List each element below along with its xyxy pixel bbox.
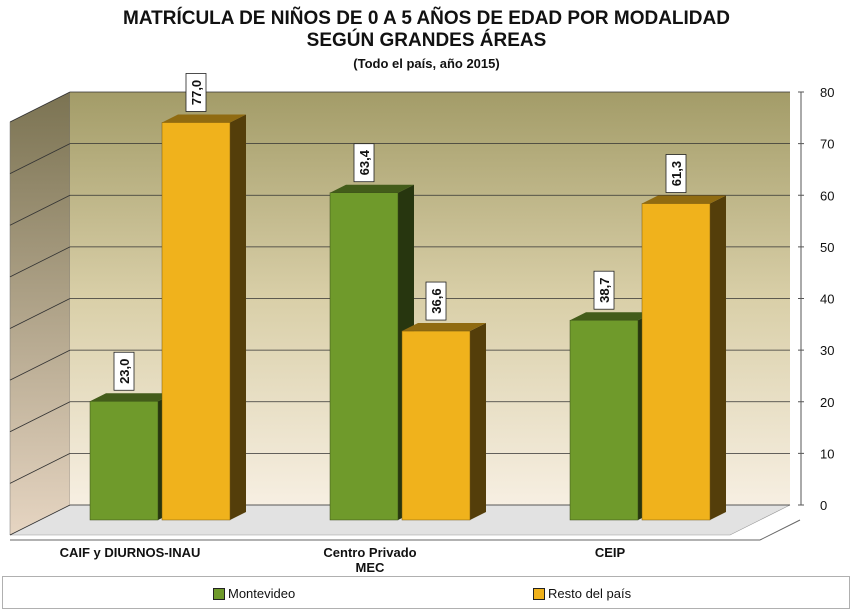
y-tick-label: 70 xyxy=(820,137,834,152)
grid-line-side xyxy=(9,453,71,484)
y-tick-label: 50 xyxy=(820,240,834,255)
legend-swatch xyxy=(213,587,225,600)
bar xyxy=(329,184,414,521)
bar-front xyxy=(569,319,639,521)
grid-line-side xyxy=(9,143,71,174)
bar-top xyxy=(402,323,486,332)
data-label-box xyxy=(665,154,687,193)
bar-top xyxy=(330,184,414,193)
data-label: 61,3 xyxy=(665,154,687,193)
grid-line-side xyxy=(9,349,71,381)
grid-line-side xyxy=(9,194,71,226)
bar-front xyxy=(329,192,399,521)
bar xyxy=(569,312,654,521)
bar-front xyxy=(641,203,711,521)
y-tick-label: 10 xyxy=(820,446,834,461)
y-tick-label: 60 xyxy=(820,188,834,203)
grid-line-side xyxy=(9,246,71,278)
bar xyxy=(641,195,726,521)
chart-subtitle: (Todo el país, año 2015) xyxy=(353,56,500,71)
legend-label: Resto del país xyxy=(548,586,632,601)
chart-title: MATRÍCULA DE NIÑOS DE 0 A 5 AÑOS DE EDAD… xyxy=(123,8,730,51)
bar-front xyxy=(161,122,231,521)
bar-top xyxy=(162,114,246,123)
bar-side xyxy=(230,114,246,521)
data-label-text: 77,0 xyxy=(189,80,204,105)
data-label-box xyxy=(185,73,207,112)
bar-side xyxy=(710,195,726,520)
bar xyxy=(89,393,174,521)
x-axis-depth xyxy=(759,519,801,541)
grid-line-side xyxy=(9,504,71,536)
bar xyxy=(401,323,486,521)
data-label: 23,0 xyxy=(113,351,135,391)
grid-line-side xyxy=(9,298,71,329)
data-label-box xyxy=(425,281,447,321)
legend-item: Resto del país xyxy=(533,586,631,601)
legend-label: Montevideo xyxy=(228,586,296,601)
data-label-box xyxy=(593,270,615,310)
data-label: 77,0 xyxy=(185,73,207,112)
y-tick-label: 0 xyxy=(820,498,827,513)
bar-top xyxy=(642,195,726,204)
data-label-text: 23,0 xyxy=(117,359,132,384)
bar-side xyxy=(470,323,486,520)
data-label-text: 63,4 xyxy=(357,149,372,175)
x-tick-label: CEIP xyxy=(594,545,626,560)
y-tick-label: 80 xyxy=(820,85,834,100)
data-label-text: 36,6 xyxy=(429,288,444,313)
y-tick-label: 40 xyxy=(820,292,834,307)
data-label: 38,7 xyxy=(593,270,615,310)
y-tick-label: 20 xyxy=(820,395,834,410)
x-tick-label: CAIF y DIURNOS-INAU xyxy=(59,545,201,560)
bar xyxy=(161,114,246,521)
grid-line-side xyxy=(9,401,71,433)
data-label-text: 61,3 xyxy=(669,161,684,186)
data-label-box xyxy=(113,351,135,391)
data-label: 63,4 xyxy=(353,143,375,183)
x-tick-label: Centro Privado MEC xyxy=(323,545,417,575)
bar-front xyxy=(89,401,159,521)
legend-swatch xyxy=(533,587,545,600)
data-label-text: 38,7 xyxy=(597,278,612,303)
y-tick-label: 30 xyxy=(820,343,834,358)
data-label: 36,6 xyxy=(425,281,447,321)
grid-line-side xyxy=(9,91,71,123)
data-label-box xyxy=(353,143,375,183)
legend: Montevideo Resto del país xyxy=(2,576,850,609)
bar-top xyxy=(570,312,654,321)
legend-item: Montevideo xyxy=(213,586,295,601)
bar-front xyxy=(401,330,471,521)
bar-top xyxy=(90,393,174,402)
